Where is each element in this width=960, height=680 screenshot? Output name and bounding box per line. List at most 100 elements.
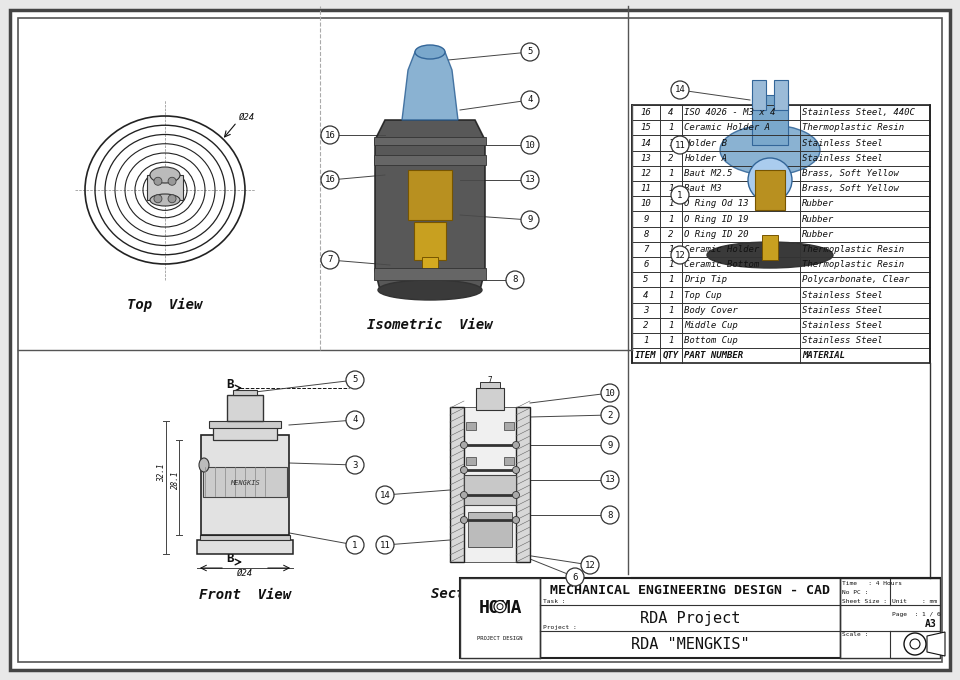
Circle shape [521,91,539,109]
Text: 14: 14 [379,490,391,500]
Text: Holder B: Holder B [684,139,727,148]
Circle shape [601,471,619,489]
Text: 9: 9 [608,441,612,449]
Circle shape [748,158,792,202]
Circle shape [376,536,394,554]
Circle shape [671,186,689,204]
Circle shape [346,456,364,474]
Text: 5: 5 [643,275,649,284]
Circle shape [321,126,339,144]
Bar [201,435,289,535]
Text: 7: 7 [643,245,649,254]
Text: 1: 1 [668,184,674,193]
Ellipse shape [150,167,180,183]
Bar [213,426,277,440]
Text: 7: 7 [327,256,333,265]
Text: 1: 1 [643,336,649,345]
Polygon shape [375,120,485,290]
Circle shape [461,466,468,473]
Circle shape [904,633,926,655]
Text: 1: 1 [668,123,674,133]
Text: 32.1: 32.1 [157,464,166,482]
Bar [752,95,788,145]
Ellipse shape [708,181,832,299]
Circle shape [601,436,619,454]
Text: 28.1: 28.1 [171,471,180,489]
Bar [464,475,516,505]
Text: 1: 1 [668,290,674,299]
Bar [774,80,788,110]
Text: 14: 14 [675,86,685,95]
Text: QTY: QTY [663,352,679,360]
Circle shape [154,177,162,185]
Text: 2: 2 [668,230,674,239]
Text: RDA "MENGKIS": RDA "MENGKIS" [631,637,750,652]
Text: Brass, Soft Yellow: Brass, Soft Yellow [802,169,899,178]
Text: Front  View: Front View [199,588,291,602]
Text: 10: 10 [524,141,536,150]
Text: 3: 3 [352,460,358,469]
Bar [227,395,263,421]
Bar [450,407,464,562]
Text: 1: 1 [668,260,674,269]
Bar [374,155,486,165]
Text: Bottom  Isometric  View: Bottom Isometric View [674,308,866,322]
Text: Thermoplastic Resin: Thermoplastic Resin [802,123,904,133]
Text: Middle Cup: Middle Cup [684,321,737,330]
Text: 8: 8 [608,511,612,520]
Text: 8: 8 [513,275,517,284]
Polygon shape [927,632,945,656]
Bar [203,467,287,497]
Text: Unit    : mm: Unit : mm [892,598,937,604]
Text: B: B [226,552,233,565]
Text: 4: 4 [643,290,649,299]
Text: 1: 1 [352,541,358,549]
Circle shape [168,194,176,203]
Bar [374,268,486,280]
Circle shape [461,441,468,449]
Text: 5: 5 [527,48,533,56]
Text: Baut M2.5: Baut M2.5 [684,169,732,178]
Ellipse shape [378,280,482,300]
Circle shape [321,251,339,269]
Text: 1: 1 [668,336,674,345]
Bar [476,388,504,410]
Text: Task :: Task : [543,598,565,604]
Bar [233,390,257,395]
Bar [755,170,785,210]
Text: 1: 1 [678,190,683,199]
Bar [466,422,476,430]
Circle shape [566,568,584,586]
Text: 4: 4 [668,108,674,117]
Text: Polycarbonate, Clear: Polycarbonate, Clear [802,275,909,284]
Text: Project :: Project : [543,626,577,630]
Bar [200,535,290,540]
Circle shape [168,177,176,185]
Circle shape [506,271,524,289]
Text: Stainless Steel: Stainless Steel [802,321,882,330]
Text: MENGKIS: MENGKIS [230,480,260,486]
Bar [840,578,940,658]
Text: Body Cover: Body Cover [684,306,737,315]
Text: ISO 4026 - M3 x 4: ISO 4026 - M3 x 4 [684,108,776,117]
Text: Stainless Steel, 440C: Stainless Steel, 440C [802,108,915,117]
Text: 1: 1 [668,275,674,284]
Text: 1: 1 [668,169,674,178]
Text: 13: 13 [524,175,536,184]
Circle shape [910,639,920,649]
Text: O Ring ID 20: O Ring ID 20 [684,230,749,239]
Text: O Ring ID 19: O Ring ID 19 [684,214,749,224]
Text: 9: 9 [527,216,533,224]
Text: 12: 12 [675,250,685,260]
Circle shape [321,171,339,189]
Text: Scale :: Scale : [842,632,868,637]
Text: 2: 2 [643,321,649,330]
Text: No PC :: No PC : [842,590,868,595]
Text: 1: 1 [668,214,674,224]
Text: Page  : 1 / 6: Page : 1 / 6 [892,612,941,617]
Circle shape [154,194,162,203]
Text: 10: 10 [640,199,652,208]
Text: Stainless Steel: Stainless Steel [802,336,882,345]
Text: Section  B - B: Section B - B [431,587,548,601]
Text: 1: 1 [668,245,674,254]
